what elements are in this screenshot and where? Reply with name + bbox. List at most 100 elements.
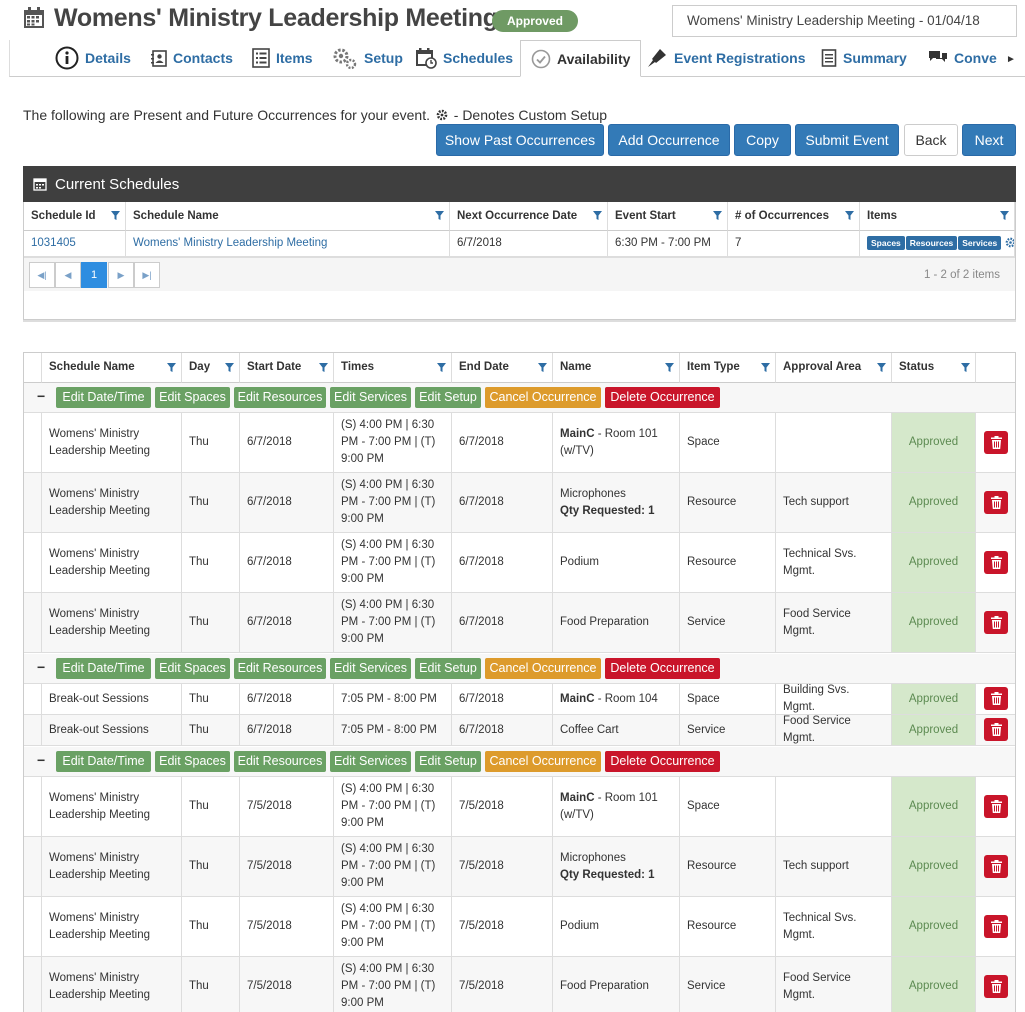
collapse-group-icon[interactable]: −: [37, 659, 46, 675]
filter-icon[interactable]: [225, 363, 234, 375]
filter-icon[interactable]: [1000, 211, 1009, 223]
edit-setup-button[interactable]: Edit Setup: [415, 658, 481, 679]
col-items-label: Items: [867, 210, 898, 222]
col-schedule-name-header[interactable]: Schedule Name: [126, 202, 450, 231]
col-occurrence-count-header[interactable]: # of Occurrences: [728, 202, 860, 231]
tab-conversations[interactable]: Conve: [928, 40, 1002, 76]
tab-setup[interactable]: Setup: [332, 40, 403, 76]
col-start-date-header[interactable]: Start Date: [240, 353, 334, 383]
col-name-header[interactable]: Name: [553, 353, 680, 383]
edit-resources-button[interactable]: Edit Resources: [234, 658, 326, 679]
tab-availability[interactable]: Availability: [520, 40, 642, 77]
filter-icon[interactable]: [877, 363, 886, 375]
trash-icon[interactable]: [984, 550, 1008, 574]
delete-occurrence-button[interactable]: Delete Occurrence: [605, 387, 720, 408]
tab-event-registrations[interactable]: Event Registrations: [646, 40, 805, 76]
filter-icon[interactable]: [167, 363, 176, 375]
col-status-header[interactable]: Status: [892, 353, 976, 383]
cell-text: 6/7/2018: [247, 616, 292, 628]
next-button[interactable]: Next: [962, 124, 1016, 156]
col-approval-area-header[interactable]: Approval Area: [776, 353, 892, 383]
edit-datetime-button[interactable]: Edit Date/Time: [56, 387, 151, 408]
trash-icon[interactable]: [984, 974, 1008, 998]
cancel-occurrence-button[interactable]: Cancel Occurrence: [485, 751, 601, 772]
filter-icon[interactable]: [319, 363, 328, 375]
copy-button[interactable]: Copy: [734, 124, 791, 156]
page-number[interactable]: 1: [81, 262, 107, 288]
col-day-header[interactable]: Day: [182, 353, 240, 383]
trash-icon[interactable]: [984, 914, 1008, 938]
edit-spaces-button[interactable]: Edit Spaces: [155, 751, 230, 772]
tab-items[interactable]: Items: [252, 40, 313, 76]
event-selector[interactable]: Womens' Ministry Leadership Meeting - 01…: [672, 5, 1017, 37]
col-end-date-header[interactable]: End Date: [452, 353, 553, 383]
item-badge[interactable]: Spaces: [867, 236, 905, 250]
edit-setup-button[interactable]: Edit Setup: [415, 387, 481, 408]
col-times-header[interactable]: Times: [334, 353, 452, 383]
trash-icon[interactable]: [984, 490, 1008, 514]
col-items-header[interactable]: Items: [860, 202, 1015, 231]
schedule-name-link[interactable]: Womens' Ministry Leadership Meeting: [126, 231, 450, 257]
occurrence-approval-area: [776, 413, 892, 472]
filter-icon[interactable]: [845, 211, 854, 223]
tab-details[interactable]: Details: [55, 40, 131, 76]
item-name-wrap: Podium: [560, 554, 599, 571]
show-past-occurrences-button[interactable]: Show Past Occurrences: [436, 124, 604, 156]
filter-icon[interactable]: [593, 211, 602, 223]
next-page-icon[interactable]: ▶: [108, 262, 134, 288]
item-badge[interactable]: Resources: [905, 236, 958, 250]
edit-datetime-button[interactable]: Edit Date/Time: [56, 658, 151, 679]
trash-icon[interactable]: [984, 430, 1008, 454]
edit-setup-button[interactable]: Edit Setup: [415, 751, 481, 772]
tab-schedules[interactable]: Schedules: [415, 40, 513, 76]
col-next-occurrence-header[interactable]: Next Occurrence Date: [450, 202, 608, 231]
tab-contacts[interactable]: Contacts: [151, 40, 233, 76]
filter-icon[interactable]: [111, 211, 120, 223]
cancel-occurrence-button[interactable]: Cancel Occurrence: [485, 387, 601, 408]
edit-services-button[interactable]: Edit Services: [330, 751, 411, 772]
edit-resources-button[interactable]: Edit Resources: [234, 387, 326, 408]
col-item-type-header[interactable]: Item Type: [680, 353, 776, 383]
filter-icon[interactable]: [435, 211, 444, 223]
filter-icon[interactable]: [665, 363, 674, 375]
occurrence-times: 7:05 PM - 8:00 PM: [334, 684, 452, 714]
schedule-id-link[interactable]: 1031405: [24, 231, 126, 257]
col-schedule-id-header[interactable]: Schedule Id: [24, 202, 126, 231]
edit-spaces-button[interactable]: Edit Spaces: [155, 387, 230, 408]
delete-occurrence-button[interactable]: Delete Occurrence: [605, 658, 720, 679]
prev-page-icon[interactable]: ◀: [55, 262, 81, 288]
trash-icon[interactable]: [984, 610, 1008, 634]
item-badge[interactable]: Services: [958, 236, 1002, 250]
last-page-icon[interactable]: ▶|: [134, 262, 160, 288]
edit-datetime-button[interactable]: Edit Date/Time: [56, 751, 151, 772]
occurrence-end: 7/5/2018: [452, 837, 553, 896]
collapse-group-icon[interactable]: −: [37, 752, 46, 768]
cancel-occurrence-button[interactable]: Cancel Occurrence: [485, 658, 601, 679]
edit-spaces-button[interactable]: Edit Spaces: [155, 658, 230, 679]
cell-text: 6/7/2018: [247, 556, 292, 568]
trash-icon[interactable]: [984, 718, 1008, 741]
filter-icon[interactable]: [713, 211, 722, 223]
cell-text: Approved: [908, 616, 959, 628]
back-button[interactable]: Back: [904, 124, 958, 156]
first-page-icon[interactable]: ◀|: [29, 262, 55, 288]
add-occurrence-button[interactable]: Add Occurrence: [608, 124, 730, 156]
trash-icon[interactable]: [984, 687, 1008, 710]
filter-icon[interactable]: [538, 363, 547, 375]
edit-resources-button[interactable]: Edit Resources: [234, 751, 326, 772]
edit-services-button[interactable]: Edit Services: [330, 658, 411, 679]
collapse-group-icon[interactable]: −: [37, 388, 46, 404]
submit-event-button[interactable]: Submit Event: [795, 124, 899, 156]
trash-icon[interactable]: [984, 794, 1008, 818]
filter-icon[interactable]: [437, 363, 446, 375]
edit-services-button[interactable]: Edit Services: [330, 387, 411, 408]
filter-icon[interactable]: [761, 363, 770, 375]
delete-occurrence-button[interactable]: Delete Occurrence: [605, 751, 720, 772]
col-schedule-name-header[interactable]: Schedule Name: [42, 353, 182, 383]
tab-summary[interactable]: Summary: [821, 40, 907, 76]
trash-icon[interactable]: [984, 854, 1008, 878]
occurrence-status: Approved: [892, 897, 976, 956]
tabs-scroll-right-icon[interactable]: ►: [1006, 54, 1016, 65]
filter-icon[interactable]: [961, 363, 970, 375]
col-event-start-header[interactable]: Event Start: [608, 202, 728, 231]
